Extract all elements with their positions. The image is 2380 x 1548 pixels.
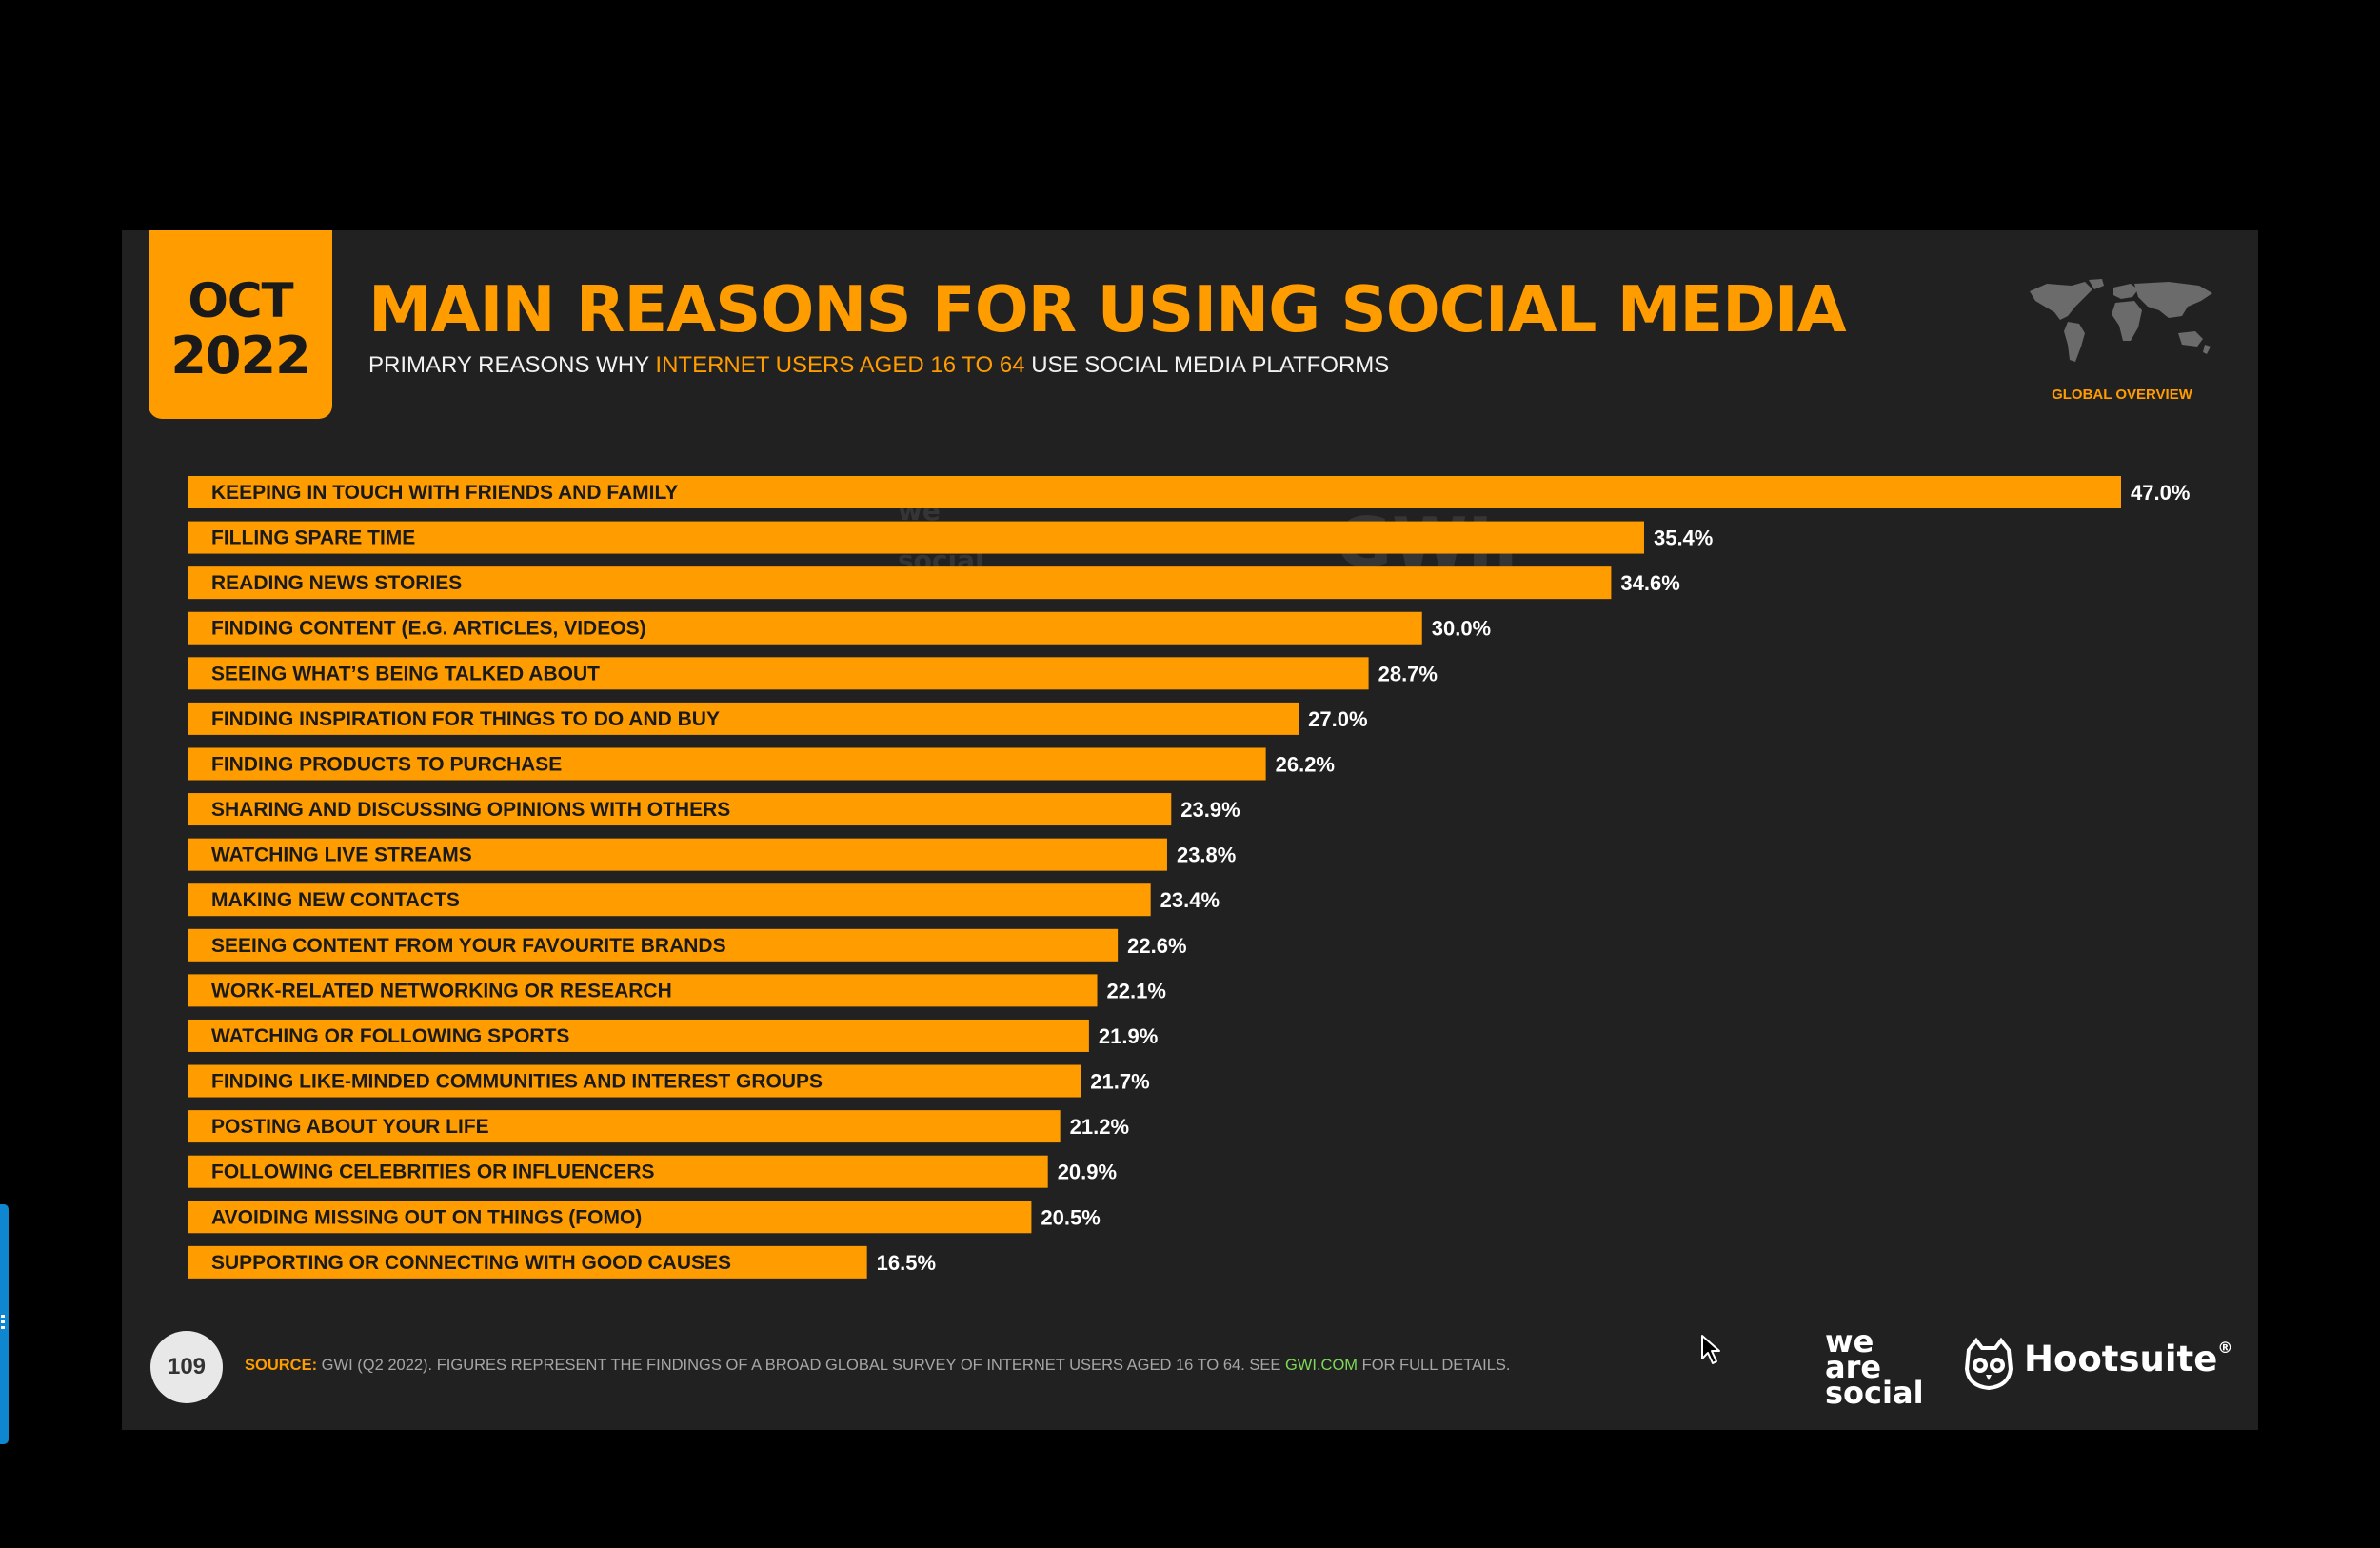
logo-social: social	[1825, 1375, 1924, 1411]
slide: OCT 2022 MAIN REASONS FOR USING SOCIAL M…	[122, 230, 2258, 1430]
bar-category-label: WATCHING OR FOLLOWING SPORTS	[211, 1025, 569, 1047]
hootsuite-trademark: ®	[2217, 1339, 2233, 1357]
logo-are: are	[1825, 1349, 1882, 1385]
bar-value-label: 22.1%	[1107, 979, 1166, 1002]
bar-value-label: 23.9%	[1180, 798, 1240, 822]
bar-category-label: WORK-RELATED NETWORKING OR RESEARCH	[211, 980, 672, 1002]
bar-category-label: SUPPORTING OR CONNECTING WITH GOOD CAUSE…	[211, 1252, 731, 1274]
bar	[188, 838, 1167, 871]
hootsuite-logo: Hootsuite®	[2024, 1339, 2232, 1379]
bar-category-label: FINDING LIKE-MINDED COMMUNITIES AND INTE…	[211, 1071, 823, 1093]
bar	[188, 702, 1299, 735]
bar-category-label: READING NEWS STORIES	[211, 572, 462, 594]
bar	[188, 1201, 1032, 1234]
bar-value-label: 23.8%	[1177, 843, 1236, 867]
bar-value-label: 26.2%	[1276, 752, 1335, 776]
bar	[188, 1245, 867, 1279]
page-title: MAIN REASONS FOR USING SOCIAL MEDIA	[368, 272, 1847, 347]
bar	[188, 928, 1119, 962]
hootsuite-logo-text: Hootsuite	[2024, 1339, 2218, 1379]
bar-value-label: 35.4%	[1654, 526, 1713, 550]
bar-value-label: 30.0%	[1432, 617, 1491, 641]
page-number: 109	[150, 1331, 223, 1403]
date-month: OCT	[188, 273, 293, 328]
source-text-end: FOR FULL DETAILS.	[1358, 1357, 1511, 1374]
bar-category-label: SHARING AND DISCUSSING OPINIONS WITH OTH…	[211, 799, 730, 821]
bar	[188, 1110, 1061, 1143]
subtitle-text-end: USE SOCIAL MEDIA PLATFORMS	[1024, 352, 1390, 378]
region-label: GLOBAL OVERVIEW	[2052, 387, 2192, 403]
subtitle-text: PRIMARY REASONS WHY	[368, 352, 656, 378]
source-link[interactable]: GWI.COM	[1284, 1357, 1359, 1374]
bar-value-label: 22.6%	[1127, 934, 1186, 958]
hootsuite-owl-icon	[1964, 1337, 2013, 1391]
bar-value-label: 27.0%	[1308, 707, 1367, 731]
page-subtitle: PRIMARY REASONS WHY INTERNET USERS AGED …	[368, 352, 1389, 379]
bar	[188, 1064, 1081, 1098]
bar-category-label: FINDING INSPIRATION FOR THINGS TO DO AND…	[211, 708, 720, 730]
bar	[188, 566, 1612, 600]
bar-value-label: 21.9%	[1099, 1024, 1158, 1048]
bar-value-label: 23.4%	[1160, 888, 1220, 912]
bar-value-label: 20.5%	[1041, 1205, 1100, 1229]
bar-category-label: SEEING CONTENT FROM YOUR FAVOURITE BRAND…	[211, 935, 726, 957]
bar	[188, 521, 1644, 554]
subtitle-highlight: INTERNET USERS AGED 16 TO 64	[655, 352, 1025, 378]
bar	[188, 1155, 1048, 1188]
world-map-icon	[2030, 279, 2212, 362]
bar	[188, 1019, 1089, 1052]
source-label: SOURCE:	[245, 1357, 318, 1374]
bar-category-label: WATCHING LIVE STREAMS	[211, 844, 472, 866]
bar-value-label: 21.2%	[1070, 1115, 1129, 1139]
bar	[188, 747, 1266, 781]
bar-category-label: FOLLOWING CELEBRITIES OR INFLUENCERS	[211, 1161, 655, 1183]
bar-category-label: FINDING PRODUCTS TO PURCHASE	[211, 753, 562, 775]
bar-value-label: 16.5%	[877, 1251, 936, 1275]
bar-value-label: 21.7%	[1090, 1070, 1149, 1094]
bar-category-label: SEEING WHAT’S BEING TALKED ABOUT	[211, 663, 600, 685]
bar-value-label: 34.6%	[1620, 571, 1679, 595]
bar-value-label: 20.9%	[1058, 1161, 1117, 1184]
drag-handle-icon[interactable]	[1, 1315, 5, 1330]
bar	[188, 657, 1369, 690]
bar	[188, 793, 1172, 826]
bar-category-label: AVOIDING MISSING OUT ON THINGS (FOMO)	[211, 1206, 642, 1228]
mouse-cursor-icon	[1701, 1335, 1720, 1364]
bar	[188, 476, 2121, 508]
bar-category-label: MAKING NEW CONTACTS	[211, 889, 460, 911]
source-note: SOURCE: GWI (Q2 2022). FIGURES REPRESENT…	[245, 1357, 1511, 1375]
bar-category-label: KEEPING IN TOUCH WITH FRIENDS AND FAMILY	[211, 482, 678, 504]
bar	[188, 611, 1422, 645]
bar-category-label: FILLING SPARE TIME	[211, 527, 415, 549]
bar	[188, 883, 1151, 917]
bar-category-label: FINDING CONTENT (E.G. ARTICLES, VIDEOS)	[211, 618, 646, 640]
date-badge: OCT 2022	[149, 230, 332, 419]
date-year: 2022	[170, 326, 310, 386]
we-are-social-logo: we are social	[1825, 1323, 1924, 1411]
bar-chart: KEEPING IN TOUCH WITH FRIENDS AND FAMILY…	[188, 476, 2190, 1279]
logo-we: we	[1825, 1323, 1874, 1359]
bar-value-label: 28.7%	[1378, 662, 1438, 685]
bar-category-label: POSTING ABOUT YOUR LIFE	[211, 1116, 489, 1138]
source-text: GWI (Q2 2022). FIGURES REPRESENT THE FIN…	[317, 1357, 1285, 1374]
bar-value-label: 47.0%	[2131, 481, 2190, 505]
bar	[188, 974, 1098, 1007]
